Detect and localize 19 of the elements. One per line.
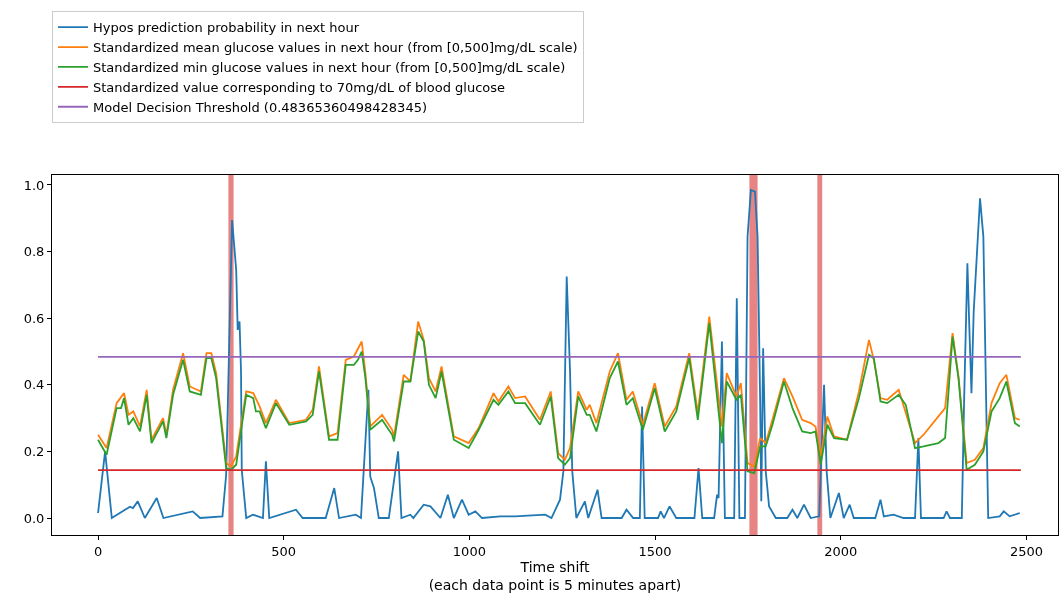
x-axis-title: Time shift (each data point is 5 minutes apart) <box>428 558 682 594</box>
legend-label: Standardized mean glucose values in next hour (from [0,500]mg/dL scale) <box>93 40 578 56</box>
y-tick-label: 1.0 <box>23 177 45 193</box>
x-tick-label: 2500 <box>1009 543 1043 559</box>
y-tick-label: 0.6 <box>23 310 45 326</box>
line-series <box>97 189 1021 519</box>
y-tick-label: 0.4 <box>23 377 45 393</box>
y-tick-label: 0.8 <box>23 244 45 260</box>
legend-label: Standardized value corresponding to 70mg/dL of blood glucose <box>93 79 506 95</box>
x-tick-label: 500 <box>271 543 297 559</box>
legend-label: Model Decision Threshold (0.48365360498428345) <box>93 99 427 115</box>
x-tick-label: 0 <box>93 543 103 559</box>
x-tick-label: 1500 <box>638 543 672 559</box>
legend-label: Hypos prediction probability in next hour <box>93 20 360 36</box>
y-tick-label: 0.2 <box>23 443 45 459</box>
x-tick-label: 1000 <box>452 543 486 559</box>
y-tick-label: 0.0 <box>23 510 45 526</box>
x-tick-label: 2000 <box>824 543 858 559</box>
legend-label: Standardized min glucose values in next hour (from [0,500]mg/dL scale) <box>93 60 566 76</box>
